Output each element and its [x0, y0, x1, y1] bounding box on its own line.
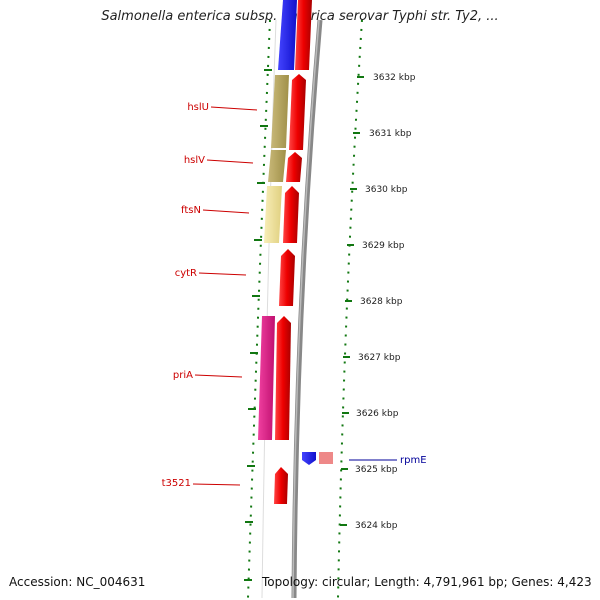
gene-label-priA: priA	[173, 370, 193, 381]
genome-backbone	[291, 19, 323, 599]
priA-gene-arrow	[275, 316, 291, 440]
rpmE-cog-box	[319, 452, 333, 464]
scale-label: 3625 kbp	[355, 465, 398, 475]
hslU-gene-arrow	[289, 74, 306, 150]
t3521-gene-arrow	[274, 467, 288, 504]
gene-label-hslU: hslU	[187, 102, 209, 113]
accession-text: Accession: NC_004631	[9, 575, 146, 589]
priA-cog-box	[258, 316, 275, 440]
scale-label: 3629 kbp	[362, 241, 405, 251]
hslV-gene-arrow	[286, 152, 302, 182]
scale-label: 3632 kbp	[373, 73, 416, 83]
scale-label: 3628 kbp	[360, 297, 403, 307]
scale-label: 3624 kbp	[355, 521, 398, 531]
scale-label: 3627 kbp	[358, 353, 401, 363]
leader-lines	[192, 106, 258, 486]
hslU-cog-box	[271, 75, 289, 148]
scale-label: 3626 kbp	[356, 409, 399, 419]
hslV-cog-box	[268, 150, 286, 182]
inner-ring	[261, 19, 277, 599]
outer-tick-ring	[244, 19, 272, 599]
scale-ring	[337, 19, 364, 599]
gene-label-t3521: t3521	[162, 478, 191, 489]
cytR-gene-arrow	[279, 249, 295, 306]
top-red-feature	[295, 0, 312, 70]
ftsN-gene-arrow	[283, 186, 299, 243]
rpmE-gene-arrow	[302, 452, 316, 465]
top-blue-feature	[278, 0, 297, 70]
gene-label-ftsN: ftsN	[181, 205, 201, 216]
gene-label-hslV: hslV	[184, 155, 205, 166]
gene-label-cytR: cytR	[175, 268, 197, 279]
topology-text: Topology: circular; Length: 4,791,961 bp…	[262, 575, 592, 589]
scale-label: 3631 kbp	[369, 129, 412, 139]
gene-label-rpmE: rpmE	[400, 455, 427, 466]
ftsN-cog-box	[264, 186, 282, 243]
scale-label: 3630 kbp	[365, 185, 408, 195]
